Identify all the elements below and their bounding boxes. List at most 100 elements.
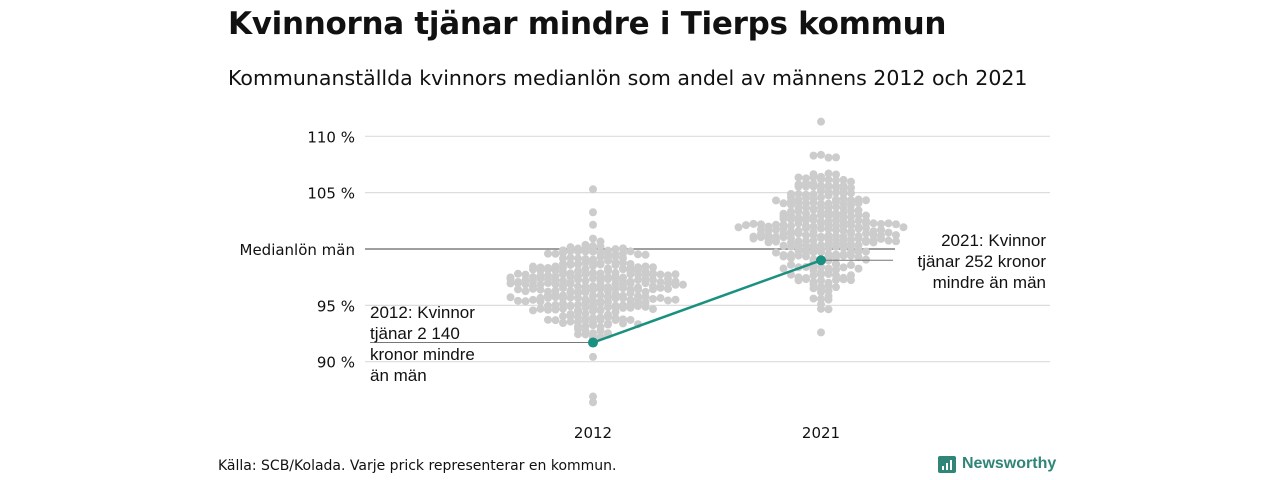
swarm-dot [817,175,825,184]
swarm-dot [779,252,788,261]
swarm-dot [596,260,605,269]
swarm-dot [839,251,848,260]
swarm-dot [589,352,597,361]
swarm-dot [589,261,597,270]
swarm-dot [854,216,863,225]
swarm-dot [809,215,818,224]
annotation-line: än män [370,366,427,385]
x-tick-label: 2021 [802,424,840,442]
swarm-dot [536,304,545,313]
swarm-dot [892,231,900,240]
swarm-dot [626,303,635,312]
swarm-dot [817,117,825,126]
swarm-dot [824,175,833,184]
swarm-dot [619,284,627,293]
swarm-dot [839,263,848,272]
swarm-dot [611,252,620,261]
swarm-dot [596,242,605,251]
swarm-dot [529,265,537,274]
swarm-dot [649,275,657,284]
swarm-dot [626,247,635,256]
swarm-dot [862,247,870,256]
swarm-dot [817,270,825,279]
logo-text: Newsworthy [962,455,1057,472]
swarm-dot [802,193,810,202]
swarm-dot [817,328,825,337]
swarm-dot [847,206,855,215]
swarm-dot [854,211,863,220]
swarm-dot [649,285,657,294]
swarm-dot [671,295,680,304]
swarm-dot [794,219,803,228]
swarm-dot [832,226,840,235]
swarm-dot [521,297,530,306]
swarm-dot [529,306,537,315]
swarm-dot [619,303,627,312]
swarm-dot [596,284,605,293]
swarm-dot [596,326,605,335]
y-tick-label: 95 % [317,297,355,315]
swarm-dot [847,261,855,270]
swarm-dot [664,279,672,288]
swarm-dot [832,242,840,251]
swarm-dot [832,153,840,162]
swarm-dot [626,315,635,324]
swarm-dot [536,297,545,306]
swarm-dot [832,170,840,179]
swarm-dot [809,173,818,182]
swarm-dot [757,233,765,242]
swarm-dot [611,261,620,270]
swarm-dot [779,199,788,208]
swarm-dot [824,270,833,279]
swarm-dot [559,248,567,257]
swarm-dot [779,214,788,223]
swarm-dot [544,315,552,324]
swarm-dot [809,248,818,257]
annotation-line: 2012: Kvinnor [370,303,475,322]
swarm-dot [566,302,575,311]
highlight-point [588,337,598,348]
swarm-dot [817,211,825,220]
swarm-dot [862,255,870,264]
swarm-dot [589,185,597,194]
swarm-dot [824,191,833,200]
swarm-dot [847,251,855,260]
swarm-dot [589,247,597,256]
swarm-dot [649,294,657,303]
swarm-dot [664,296,672,305]
swarm-dot [566,247,575,256]
swarm-dot [596,253,605,262]
swarm-dot [824,169,833,178]
swarm-dot [854,199,863,208]
swarm-dot [884,228,893,237]
swarm-dot [862,229,870,238]
swarm-dot [734,223,743,232]
swarm-dot [832,188,840,197]
swarm-dot [809,230,818,239]
swarm-dot [581,270,590,279]
y-tick-label: 110 % [307,128,355,146]
swarm-dot [809,271,818,280]
chart-subtitle: Kommunanställda kvinnors medianlön som a… [228,66,1028,90]
swarm-dot [802,231,810,240]
swarm-dot [794,276,803,285]
swarm-dot [641,302,650,311]
swarm-dot [802,203,810,212]
swarm-dot [787,215,795,224]
swarm-dot [544,305,552,314]
swarm-dot [641,250,650,259]
swarm-dot [514,285,522,294]
swarm-dot [839,243,848,252]
swarm-dot [787,260,795,269]
swarm-dot [514,269,522,278]
swarm-dot [619,265,627,274]
swarm-dot [559,270,567,279]
swarm-dot [604,275,612,284]
swarm-dot [779,233,788,242]
swarm-dot [809,182,818,191]
swarm-dot [514,279,522,288]
swarm-dot [634,285,642,294]
swarm-dot [589,306,597,315]
swarm-dot [604,256,612,265]
swarm-dot [536,274,545,283]
